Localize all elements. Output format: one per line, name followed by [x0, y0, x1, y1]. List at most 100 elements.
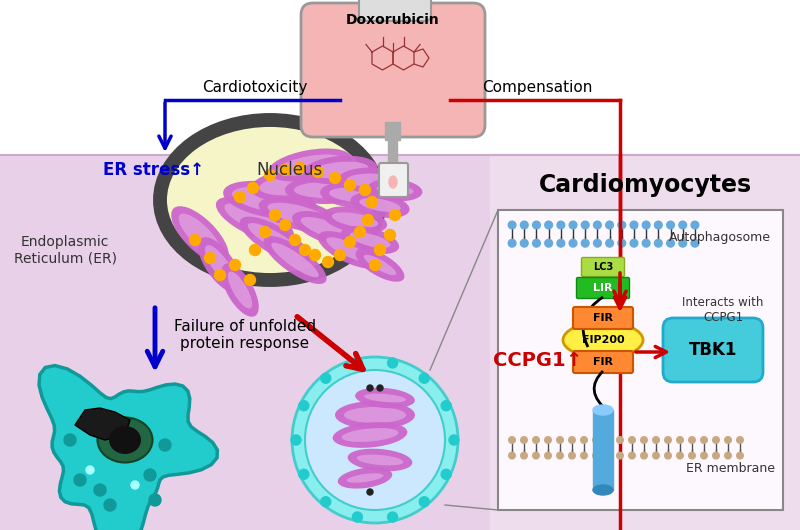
- Circle shape: [292, 357, 458, 523]
- Circle shape: [629, 452, 635, 459]
- Circle shape: [290, 234, 301, 245]
- FancyBboxPatch shape: [498, 210, 783, 510]
- Circle shape: [86, 466, 94, 474]
- Circle shape: [345, 180, 355, 190]
- Circle shape: [230, 260, 241, 270]
- Ellipse shape: [171, 206, 229, 264]
- Circle shape: [334, 250, 346, 261]
- Circle shape: [533, 240, 540, 247]
- Circle shape: [605, 452, 611, 459]
- Circle shape: [725, 452, 731, 459]
- Circle shape: [641, 437, 647, 443]
- Circle shape: [310, 250, 321, 261]
- Circle shape: [299, 401, 309, 411]
- Circle shape: [665, 437, 671, 443]
- Circle shape: [594, 240, 602, 247]
- Ellipse shape: [292, 211, 368, 249]
- Ellipse shape: [346, 173, 394, 187]
- Circle shape: [593, 437, 599, 443]
- Circle shape: [617, 437, 623, 443]
- Ellipse shape: [222, 263, 258, 317]
- Circle shape: [679, 221, 686, 229]
- Circle shape: [606, 221, 614, 229]
- Ellipse shape: [364, 255, 396, 275]
- Ellipse shape: [593, 485, 613, 495]
- FancyBboxPatch shape: [573, 307, 633, 329]
- Ellipse shape: [389, 176, 397, 188]
- Circle shape: [737, 452, 743, 459]
- Text: FIR: FIR: [593, 357, 613, 367]
- Ellipse shape: [367, 179, 422, 201]
- Circle shape: [387, 358, 398, 368]
- Circle shape: [605, 437, 611, 443]
- Text: Failure of unfolded
protein response: Failure of unfolded protein response: [174, 319, 316, 351]
- Ellipse shape: [350, 192, 410, 218]
- Circle shape: [557, 221, 565, 229]
- Text: CCPG1: CCPG1: [493, 350, 566, 369]
- Bar: [388, 140, 397, 165]
- Bar: [593, 410, 613, 490]
- Circle shape: [441, 469, 451, 479]
- Polygon shape: [75, 408, 130, 440]
- Circle shape: [545, 437, 551, 443]
- Circle shape: [582, 221, 589, 229]
- Circle shape: [533, 452, 539, 459]
- Text: ↑: ↑: [565, 350, 581, 369]
- Ellipse shape: [344, 407, 406, 423]
- Ellipse shape: [329, 188, 381, 202]
- Circle shape: [713, 452, 719, 459]
- Ellipse shape: [223, 181, 317, 219]
- Circle shape: [521, 437, 527, 443]
- Ellipse shape: [323, 207, 387, 234]
- FancyBboxPatch shape: [582, 258, 625, 277]
- Circle shape: [374, 244, 386, 255]
- Circle shape: [582, 240, 589, 247]
- Circle shape: [144, 469, 156, 481]
- Ellipse shape: [198, 237, 242, 293]
- Circle shape: [321, 497, 330, 507]
- Circle shape: [94, 484, 106, 496]
- Text: FIR: FIR: [593, 313, 613, 323]
- FancyBboxPatch shape: [663, 318, 763, 382]
- Circle shape: [545, 452, 551, 459]
- Circle shape: [642, 221, 650, 229]
- Ellipse shape: [350, 232, 390, 248]
- Circle shape: [509, 452, 515, 459]
- Circle shape: [74, 474, 86, 486]
- Circle shape: [701, 452, 707, 459]
- Ellipse shape: [232, 187, 308, 213]
- Ellipse shape: [311, 162, 369, 179]
- Ellipse shape: [301, 217, 359, 243]
- Text: Doxorubicin: Doxorubicin: [346, 13, 440, 27]
- Circle shape: [569, 452, 575, 459]
- Circle shape: [666, 240, 674, 247]
- Circle shape: [321, 373, 330, 383]
- Ellipse shape: [268, 148, 352, 181]
- Circle shape: [533, 437, 539, 443]
- Circle shape: [691, 240, 698, 247]
- Ellipse shape: [109, 426, 141, 454]
- Circle shape: [354, 226, 366, 237]
- FancyBboxPatch shape: [577, 278, 630, 298]
- Circle shape: [362, 215, 374, 225]
- Circle shape: [533, 221, 540, 229]
- Ellipse shape: [267, 202, 333, 227]
- Circle shape: [366, 197, 378, 208]
- Circle shape: [545, 221, 553, 229]
- Ellipse shape: [342, 428, 398, 442]
- Circle shape: [557, 240, 565, 247]
- Circle shape: [205, 252, 215, 263]
- Ellipse shape: [263, 236, 326, 284]
- Text: Compensation: Compensation: [482, 80, 592, 95]
- FancyBboxPatch shape: [359, 0, 431, 21]
- Bar: [385, 122, 400, 140]
- Ellipse shape: [250, 169, 340, 201]
- Circle shape: [581, 437, 587, 443]
- Circle shape: [313, 166, 323, 178]
- Circle shape: [131, 481, 139, 489]
- Ellipse shape: [355, 248, 405, 282]
- Circle shape: [679, 240, 686, 247]
- Circle shape: [345, 236, 355, 248]
- Text: Nucleus: Nucleus: [257, 161, 323, 179]
- Text: FIP200: FIP200: [582, 335, 624, 345]
